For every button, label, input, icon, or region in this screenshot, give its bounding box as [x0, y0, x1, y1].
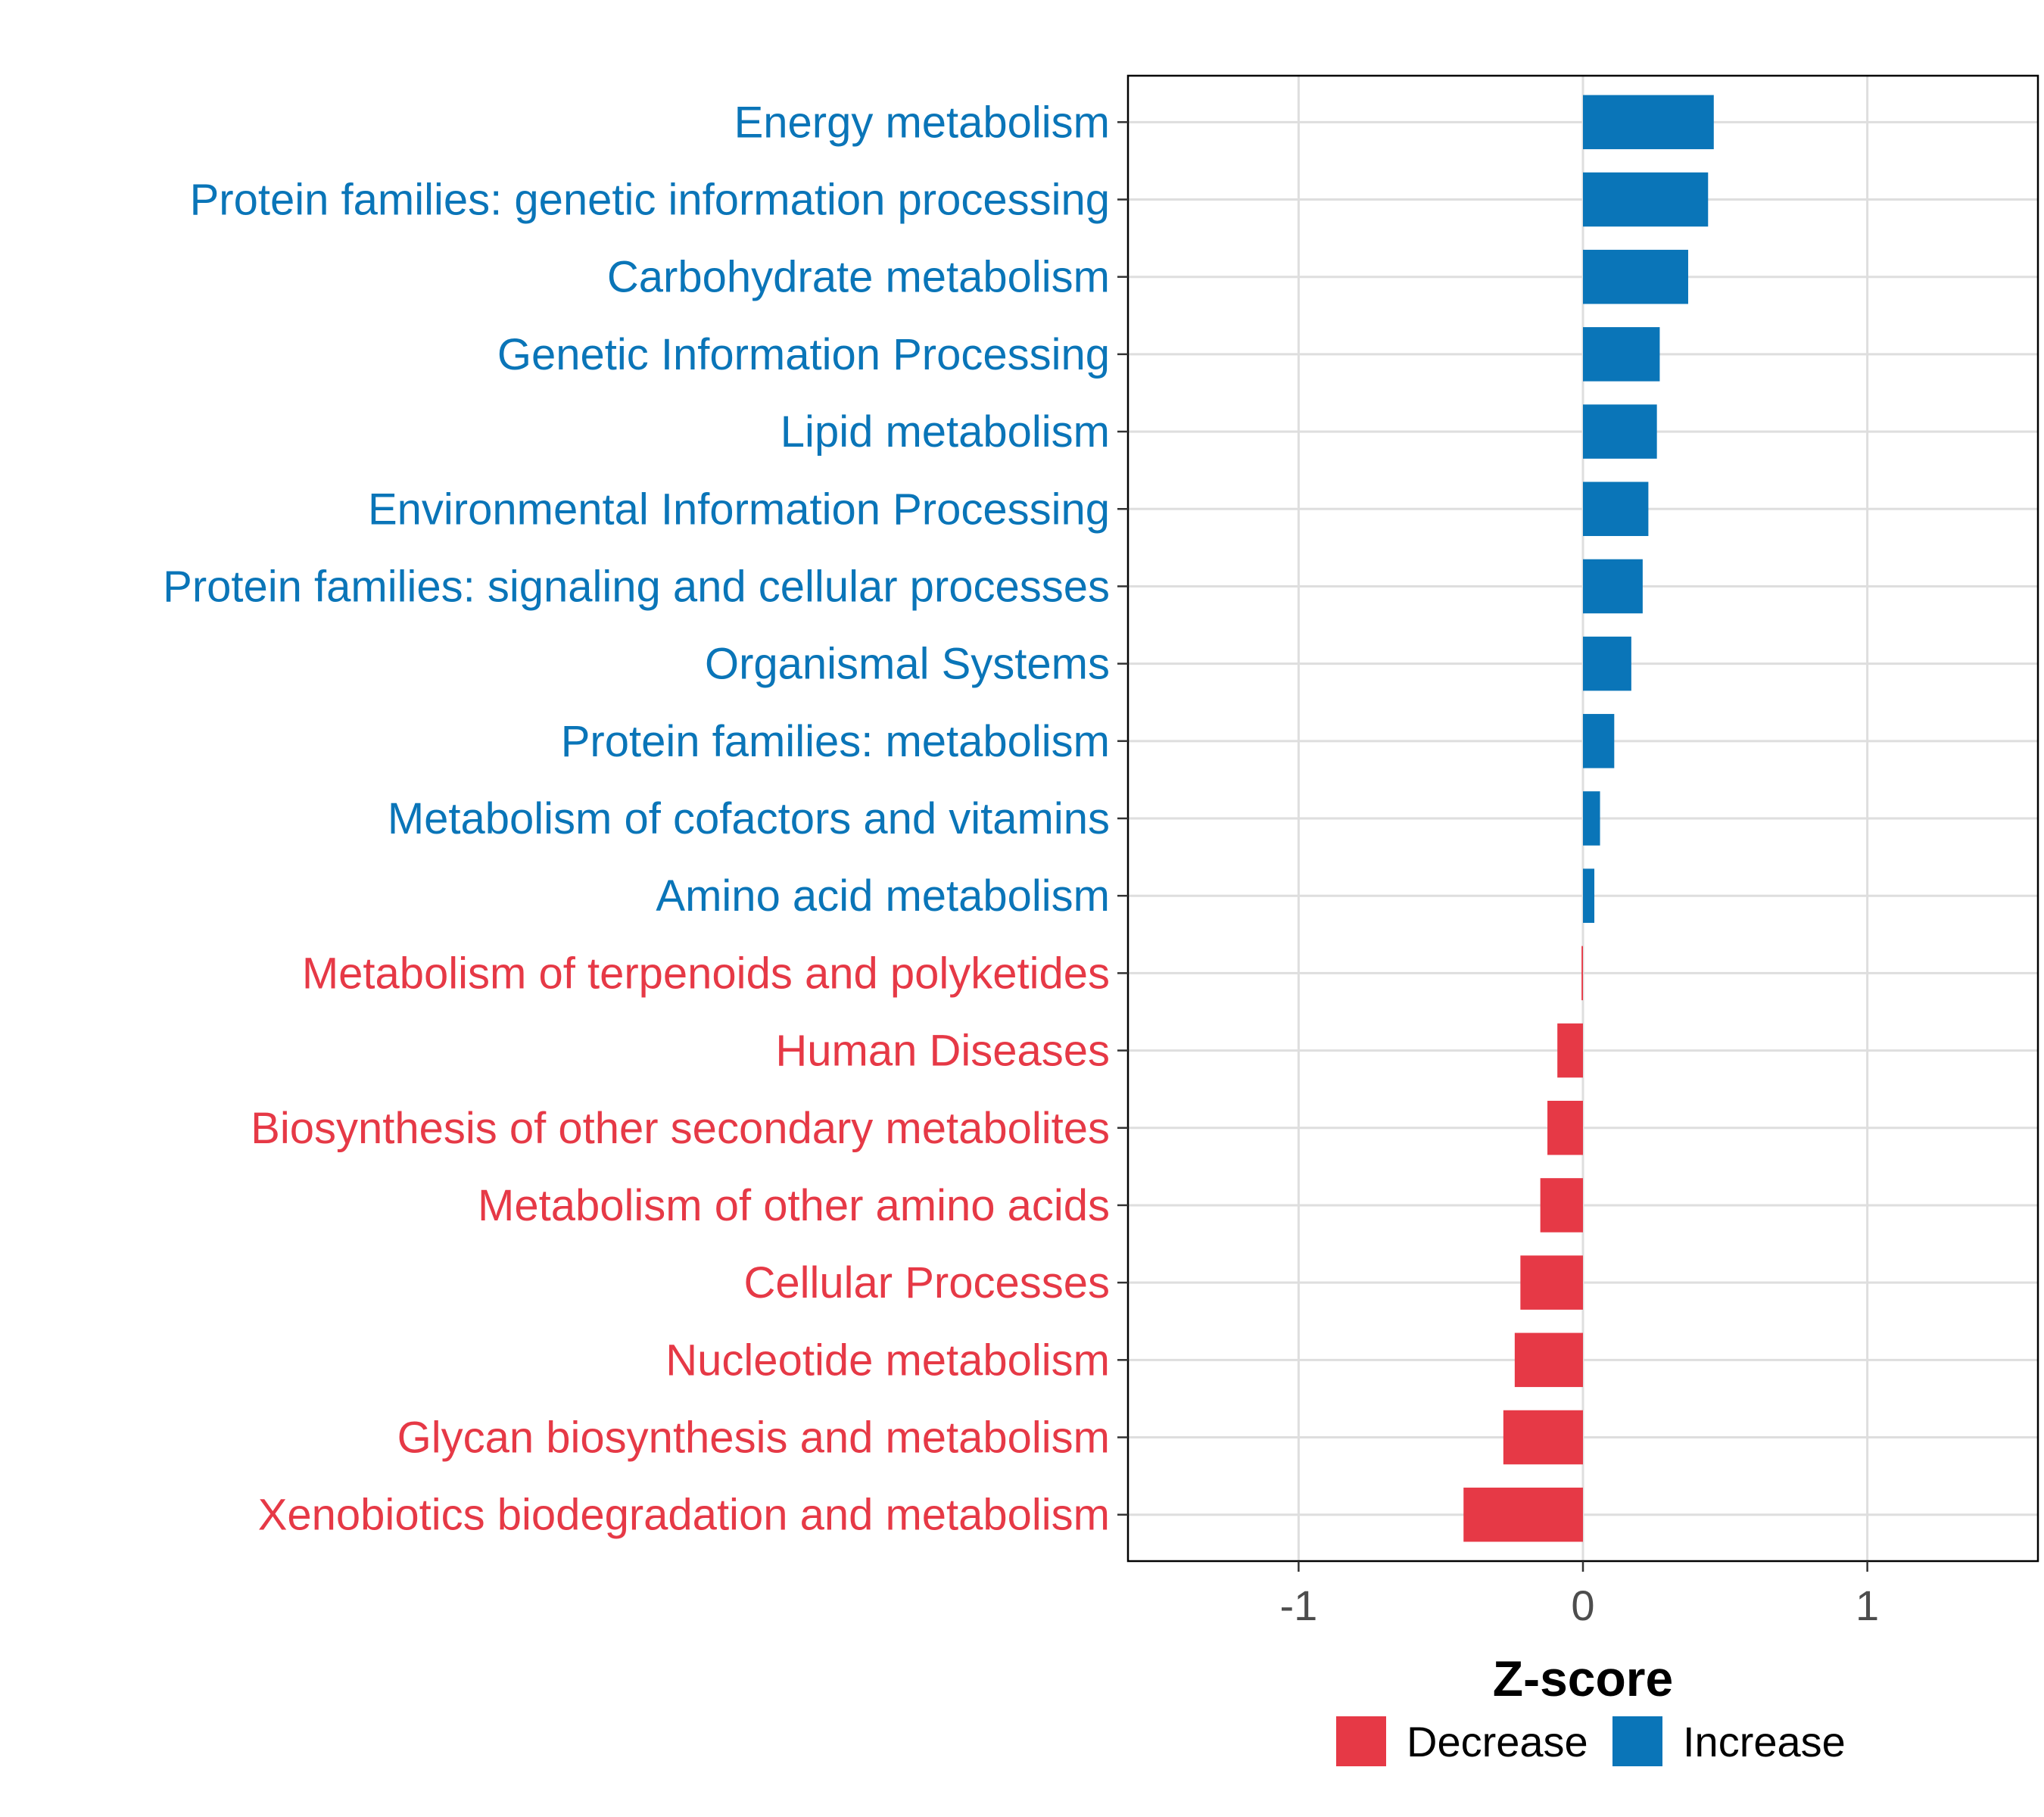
x-axis-labels: -1 0 1 — [1279, 1582, 1879, 1629]
category-label: Genetic Information Processing — [497, 330, 1110, 379]
bar-increase — [1583, 559, 1643, 614]
bar-increase — [1583, 327, 1660, 382]
category-label: Xenobiotics biodegradation and metabolis… — [258, 1491, 1110, 1540]
bar-decrease — [1503, 1410, 1583, 1465]
category-label: Metabolism of other amino acids — [478, 1181, 1110, 1230]
category-label: Organismal Systems — [705, 640, 1110, 689]
bar-decrease — [1514, 1332, 1583, 1388]
x-tick-label-2: 1 — [1855, 1582, 1879, 1629]
x-tick-label-1: 0 — [1571, 1582, 1594, 1629]
legend-label-decrease: Decrease — [1407, 1718, 1588, 1766]
bar-increase — [1583, 95, 1714, 150]
bar-increase — [1583, 636, 1631, 691]
legend: Decrease Increase — [1336, 1716, 1846, 1766]
bar-decrease — [1547, 1100, 1583, 1155]
legend-label-increase: Increase — [1683, 1718, 1846, 1766]
x-tick-label-0: -1 — [1279, 1582, 1317, 1629]
bar-decrease — [1520, 1255, 1583, 1310]
category-label: Cellular Processes — [743, 1258, 1110, 1307]
bars — [1463, 95, 1714, 1542]
bar-increase — [1583, 868, 1595, 923]
category-label: Human Diseases — [775, 1027, 1110, 1076]
category-label: Energy metabolism — [734, 98, 1110, 147]
category-label: Amino acid metabolism — [656, 871, 1110, 921]
bar-increase — [1583, 249, 1688, 304]
category-label: Protein families: genetic information pr… — [190, 176, 1110, 225]
category-label: Metabolism of terpenoids and polyketides — [302, 949, 1110, 998]
y-axis-labels: Energy metabolism Protein families: genet… — [163, 98, 1110, 1539]
bar-decrease — [1463, 1487, 1583, 1542]
bar-increase — [1583, 404, 1657, 459]
category-label: Biosynthesis of other secondary metaboli… — [251, 1104, 1110, 1153]
category-label: Protein families: metabolism — [561, 717, 1110, 766]
bar-increase — [1583, 172, 1709, 227]
category-label: Environmental Information Processing — [368, 485, 1110, 534]
bar-increase — [1583, 482, 1649, 537]
bar-decrease — [1581, 946, 1583, 1001]
bar-decrease — [1557, 1023, 1583, 1078]
legend-swatch-increase — [1612, 1716, 1662, 1766]
y-axis-ticks — [1117, 121, 1128, 1516]
category-label: Nucleotide metabolism — [665, 1335, 1110, 1385]
x-axis-title: Z-score — [1493, 1650, 1673, 1706]
bar-decrease — [1540, 1178, 1583, 1233]
category-label: Protein families: signaling and cellular… — [163, 562, 1110, 611]
category-label: Carbohydrate metabolism — [607, 253, 1110, 302]
bar-increase — [1583, 791, 1600, 846]
legend-swatch-decrease — [1336, 1716, 1386, 1766]
category-label: Lipid metabolism — [781, 407, 1110, 457]
category-label: Glycan biosynthesis and metabolism — [397, 1413, 1110, 1463]
x-axis-ticks — [1298, 1561, 1868, 1572]
bar-increase — [1583, 714, 1615, 768]
category-label: Metabolism of cofactors and vitamins — [388, 794, 1110, 843]
